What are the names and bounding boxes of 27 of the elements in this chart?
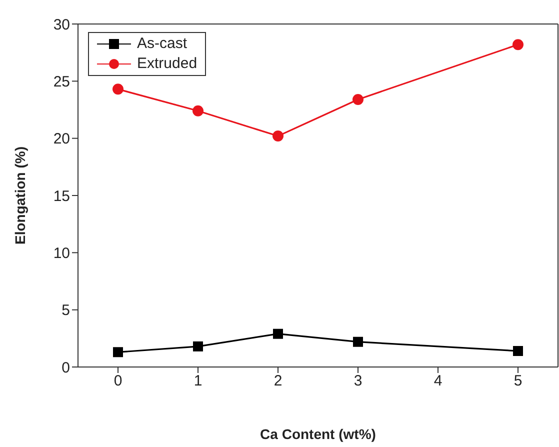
x-tick-label: 4 [434,372,442,390]
y-tick-label: 5 [62,302,70,320]
y-tick-label: 0 [62,359,70,376]
y-tick-label: 15 [53,188,70,205]
x-tick-label: 1 [194,372,202,390]
point [512,39,524,50]
point [112,84,124,95]
x-tick-label: 3 [354,372,362,390]
point [192,105,204,116]
x-tick-label: 2 [274,372,282,390]
legend-label: Extruded [137,54,198,74]
y-tick-label: 20 [53,130,70,148]
y-tick-label: 30 [53,16,70,34]
point [353,336,363,347]
x-tick-label: 0 [114,372,122,390]
y-tick-label: 25 [53,73,70,90]
y-tick-label: 10 [53,244,70,262]
legend-label: As-cast [137,34,188,54]
point [272,130,284,142]
point [352,94,364,105]
y-axis-title: Elongation (%) [12,146,28,244]
point [273,328,283,339]
point [513,346,523,356]
x-tick-label: 5 [514,372,522,390]
point [193,341,203,352]
point [113,347,123,358]
x-axis-title: Ca Content (wt%) [260,426,376,442]
